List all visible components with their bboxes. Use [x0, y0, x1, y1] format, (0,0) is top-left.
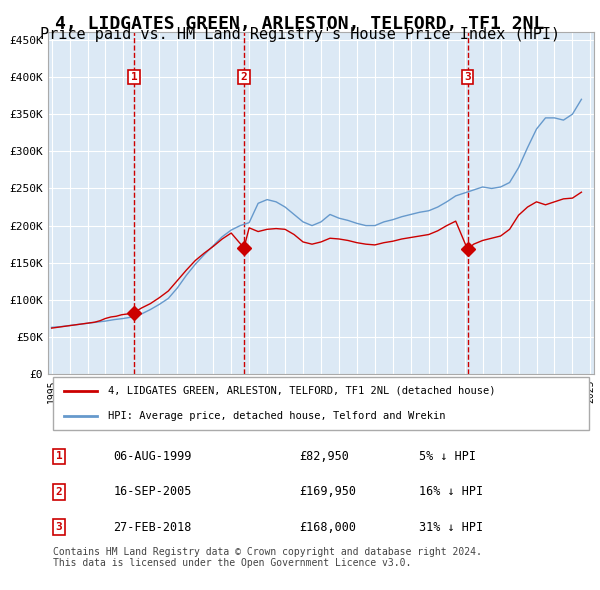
Text: 4, LIDGATES GREEN, ARLESTON, TELFORD, TF1 2NL: 4, LIDGATES GREEN, ARLESTON, TELFORD, TF…	[55, 15, 545, 33]
Text: 5% ↓ HPI: 5% ↓ HPI	[419, 450, 476, 463]
Text: 3: 3	[464, 72, 471, 82]
Text: 06-AUG-1999: 06-AUG-1999	[113, 450, 192, 463]
Text: 1: 1	[56, 451, 62, 461]
Text: Price paid vs. HM Land Registry's House Price Index (HPI): Price paid vs. HM Land Registry's House …	[40, 27, 560, 41]
Text: 31% ↓ HPI: 31% ↓ HPI	[419, 521, 484, 534]
Text: Contains HM Land Registry data © Crown copyright and database right 2024.
This d: Contains HM Land Registry data © Crown c…	[53, 547, 482, 568]
Text: 2: 2	[241, 72, 247, 82]
Text: 4, LIDGATES GREEN, ARLESTON, TELFORD, TF1 2NL (detached house): 4, LIDGATES GREEN, ARLESTON, TELFORD, TF…	[108, 386, 496, 395]
Text: 16% ↓ HPI: 16% ↓ HPI	[419, 486, 484, 499]
Text: 16-SEP-2005: 16-SEP-2005	[113, 486, 192, 499]
Text: £168,000: £168,000	[299, 521, 356, 534]
Text: £82,950: £82,950	[299, 450, 349, 463]
Text: 1: 1	[131, 72, 137, 82]
FancyBboxPatch shape	[53, 377, 589, 430]
Text: 2: 2	[56, 487, 62, 497]
Text: HPI: Average price, detached house, Telford and Wrekin: HPI: Average price, detached house, Telf…	[108, 411, 446, 421]
Text: 3: 3	[56, 522, 62, 532]
Text: £169,950: £169,950	[299, 486, 356, 499]
Text: 27-FEB-2018: 27-FEB-2018	[113, 521, 192, 534]
